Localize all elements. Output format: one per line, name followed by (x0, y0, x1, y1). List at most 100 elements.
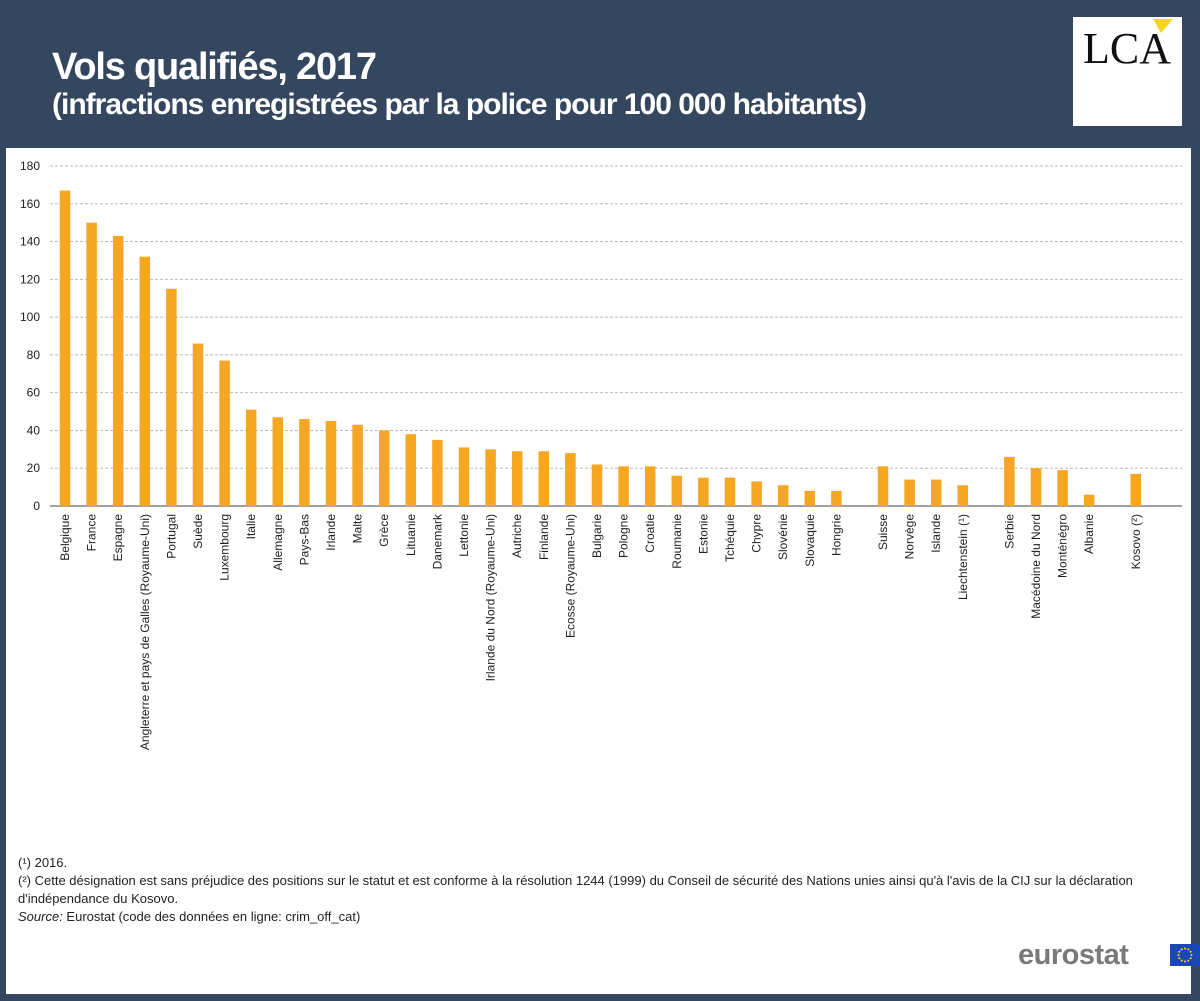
source-line: Source: Eurostat (code des données en li… (18, 908, 1168, 926)
bar (671, 475, 683, 506)
y-tick-label: 40 (27, 423, 41, 437)
x-tick-label: Grèce (377, 514, 391, 547)
x-tick-label: Autriche (510, 514, 524, 558)
bar (1030, 468, 1042, 506)
source-text: Eurostat (code des données en ligne: cri… (62, 909, 361, 924)
eu-flag-star (1184, 947, 1186, 950)
footnotes: (¹) 2016. (²) Cette désignation est sans… (18, 854, 1168, 926)
bar (219, 360, 230, 506)
x-tick-label: Pologne (617, 514, 631, 558)
x-tick-label: Lettonie (457, 514, 471, 557)
bar (272, 417, 284, 506)
x-tick-label: Serbie (1002, 514, 1016, 549)
header: Vols qualifiés, 2017 (infractions enregi… (0, 0, 1200, 146)
eu-flag-star (1187, 959, 1190, 962)
y-tick-label: 20 (27, 461, 41, 475)
source-label: Source: (18, 909, 63, 924)
y-tick-label: 140 (20, 235, 40, 249)
x-tick-label: Malte (351, 514, 365, 544)
eurostat-wordmark: eurostat (1018, 939, 1129, 971)
bar (192, 343, 204, 506)
bar (724, 477, 736, 506)
x-tick-label: Portugal (164, 514, 178, 559)
y-tick-label: 120 (20, 272, 40, 286)
bar (804, 490, 816, 506)
bar (458, 447, 470, 506)
x-tick-label: Roumanie (670, 514, 684, 569)
x-tick-label: Pays-Bas (297, 514, 311, 565)
bar (698, 477, 709, 506)
x-tick-label: Tchéquie (723, 514, 737, 562)
eu-flag-star (1184, 960, 1186, 963)
x-tick-label: Liechtenstein (¹) (956, 514, 970, 600)
eu-flag-star (1187, 948, 1190, 951)
x-tick-label: Suède (191, 514, 205, 549)
x-tick-label: Slovaquie (803, 514, 817, 567)
footnote-2: (²) Cette désignation est sans préjudice… (18, 873, 1133, 906)
x-tick-label: Danemark (430, 513, 444, 569)
x-tick-label: Slovénie (776, 514, 790, 560)
eu-flag-star (1178, 957, 1181, 960)
x-tick-label: Espagne (111, 514, 125, 562)
bar (591, 464, 603, 506)
bar (644, 466, 656, 506)
bar (877, 466, 889, 506)
bar-chart: 0 20 40 60 80 100 120 140 160 180 Belgique France Es… (20, 159, 1182, 750)
x-tick-label: Chypre (750, 514, 764, 553)
bar (1130, 473, 1142, 506)
x-tick-label: Angleterre et pays de Galles (Royaume-Un… (138, 514, 152, 750)
bar (1004, 456, 1015, 506)
bar (957, 485, 969, 506)
x-tick-label: France (85, 514, 99, 552)
x-tick-label: Macédoine du Nord (1029, 514, 1043, 619)
chart-panel: 0 20 40 60 80 100 120 140 160 180 Belgique France Es… (6, 148, 1200, 994)
x-tick-label: Norvège (903, 514, 917, 560)
bar (378, 430, 390, 506)
x-tick-label: Irlande (324, 514, 338, 551)
x-tick-label: Bulgarie (590, 514, 604, 558)
x-tick-label: Kosovo (²) (1129, 514, 1143, 569)
bar (538, 451, 550, 506)
bar (831, 490, 842, 506)
eu-flag-star (1189, 957, 1192, 960)
bar (352, 424, 363, 506)
bar (112, 235, 124, 506)
bar (511, 451, 523, 506)
y-tick-label: 0 (33, 499, 40, 513)
eu-flag-icon (1170, 944, 1200, 966)
x-tick-label: Allemagne (271, 514, 285, 571)
y-tick-label: 100 (20, 310, 40, 324)
bar (59, 190, 71, 507)
x-tick-label: Monténégro (1056, 514, 1070, 578)
bar (1057, 470, 1068, 506)
bar (618, 466, 629, 506)
x-tick-label: Hongrie (829, 514, 843, 556)
eu-flag-star (1178, 950, 1181, 953)
y-tick-label: 180 (20, 159, 40, 173)
x-tick-label: Suisse (876, 514, 890, 550)
bar (166, 288, 177, 506)
bar (751, 481, 762, 506)
x-tick-label: Albanie (1082, 514, 1096, 554)
y-tick-label: 160 (20, 197, 40, 211)
eu-flag-star (1180, 959, 1183, 962)
bar (299, 419, 310, 506)
chart-title: Vols qualifiés, 2017 (52, 46, 377, 88)
bar (86, 222, 97, 506)
eu-flag-star (1180, 948, 1183, 951)
bar (432, 439, 443, 506)
x-tick-label: Croatie (643, 514, 657, 553)
chart-subtitle: (infractions enregistrées par la police … (52, 88, 867, 121)
x-tick-label: Belgique (58, 514, 72, 561)
bar (405, 434, 417, 506)
x-tick-label: Irlande du Nord (Royaume-Uni) (484, 514, 498, 681)
bar (485, 449, 496, 506)
bar (930, 479, 942, 506)
x-tick-label: Islande (929, 514, 943, 553)
logo-text: LCA (1083, 24, 1171, 73)
x-tick-label: Ecosse (Royaume-Uni) (563, 514, 577, 638)
x-tick-label: Finlande (537, 514, 551, 560)
eu-flag-star (1177, 954, 1180, 956)
eu-flag-star (1189, 950, 1192, 953)
bar (245, 409, 257, 506)
